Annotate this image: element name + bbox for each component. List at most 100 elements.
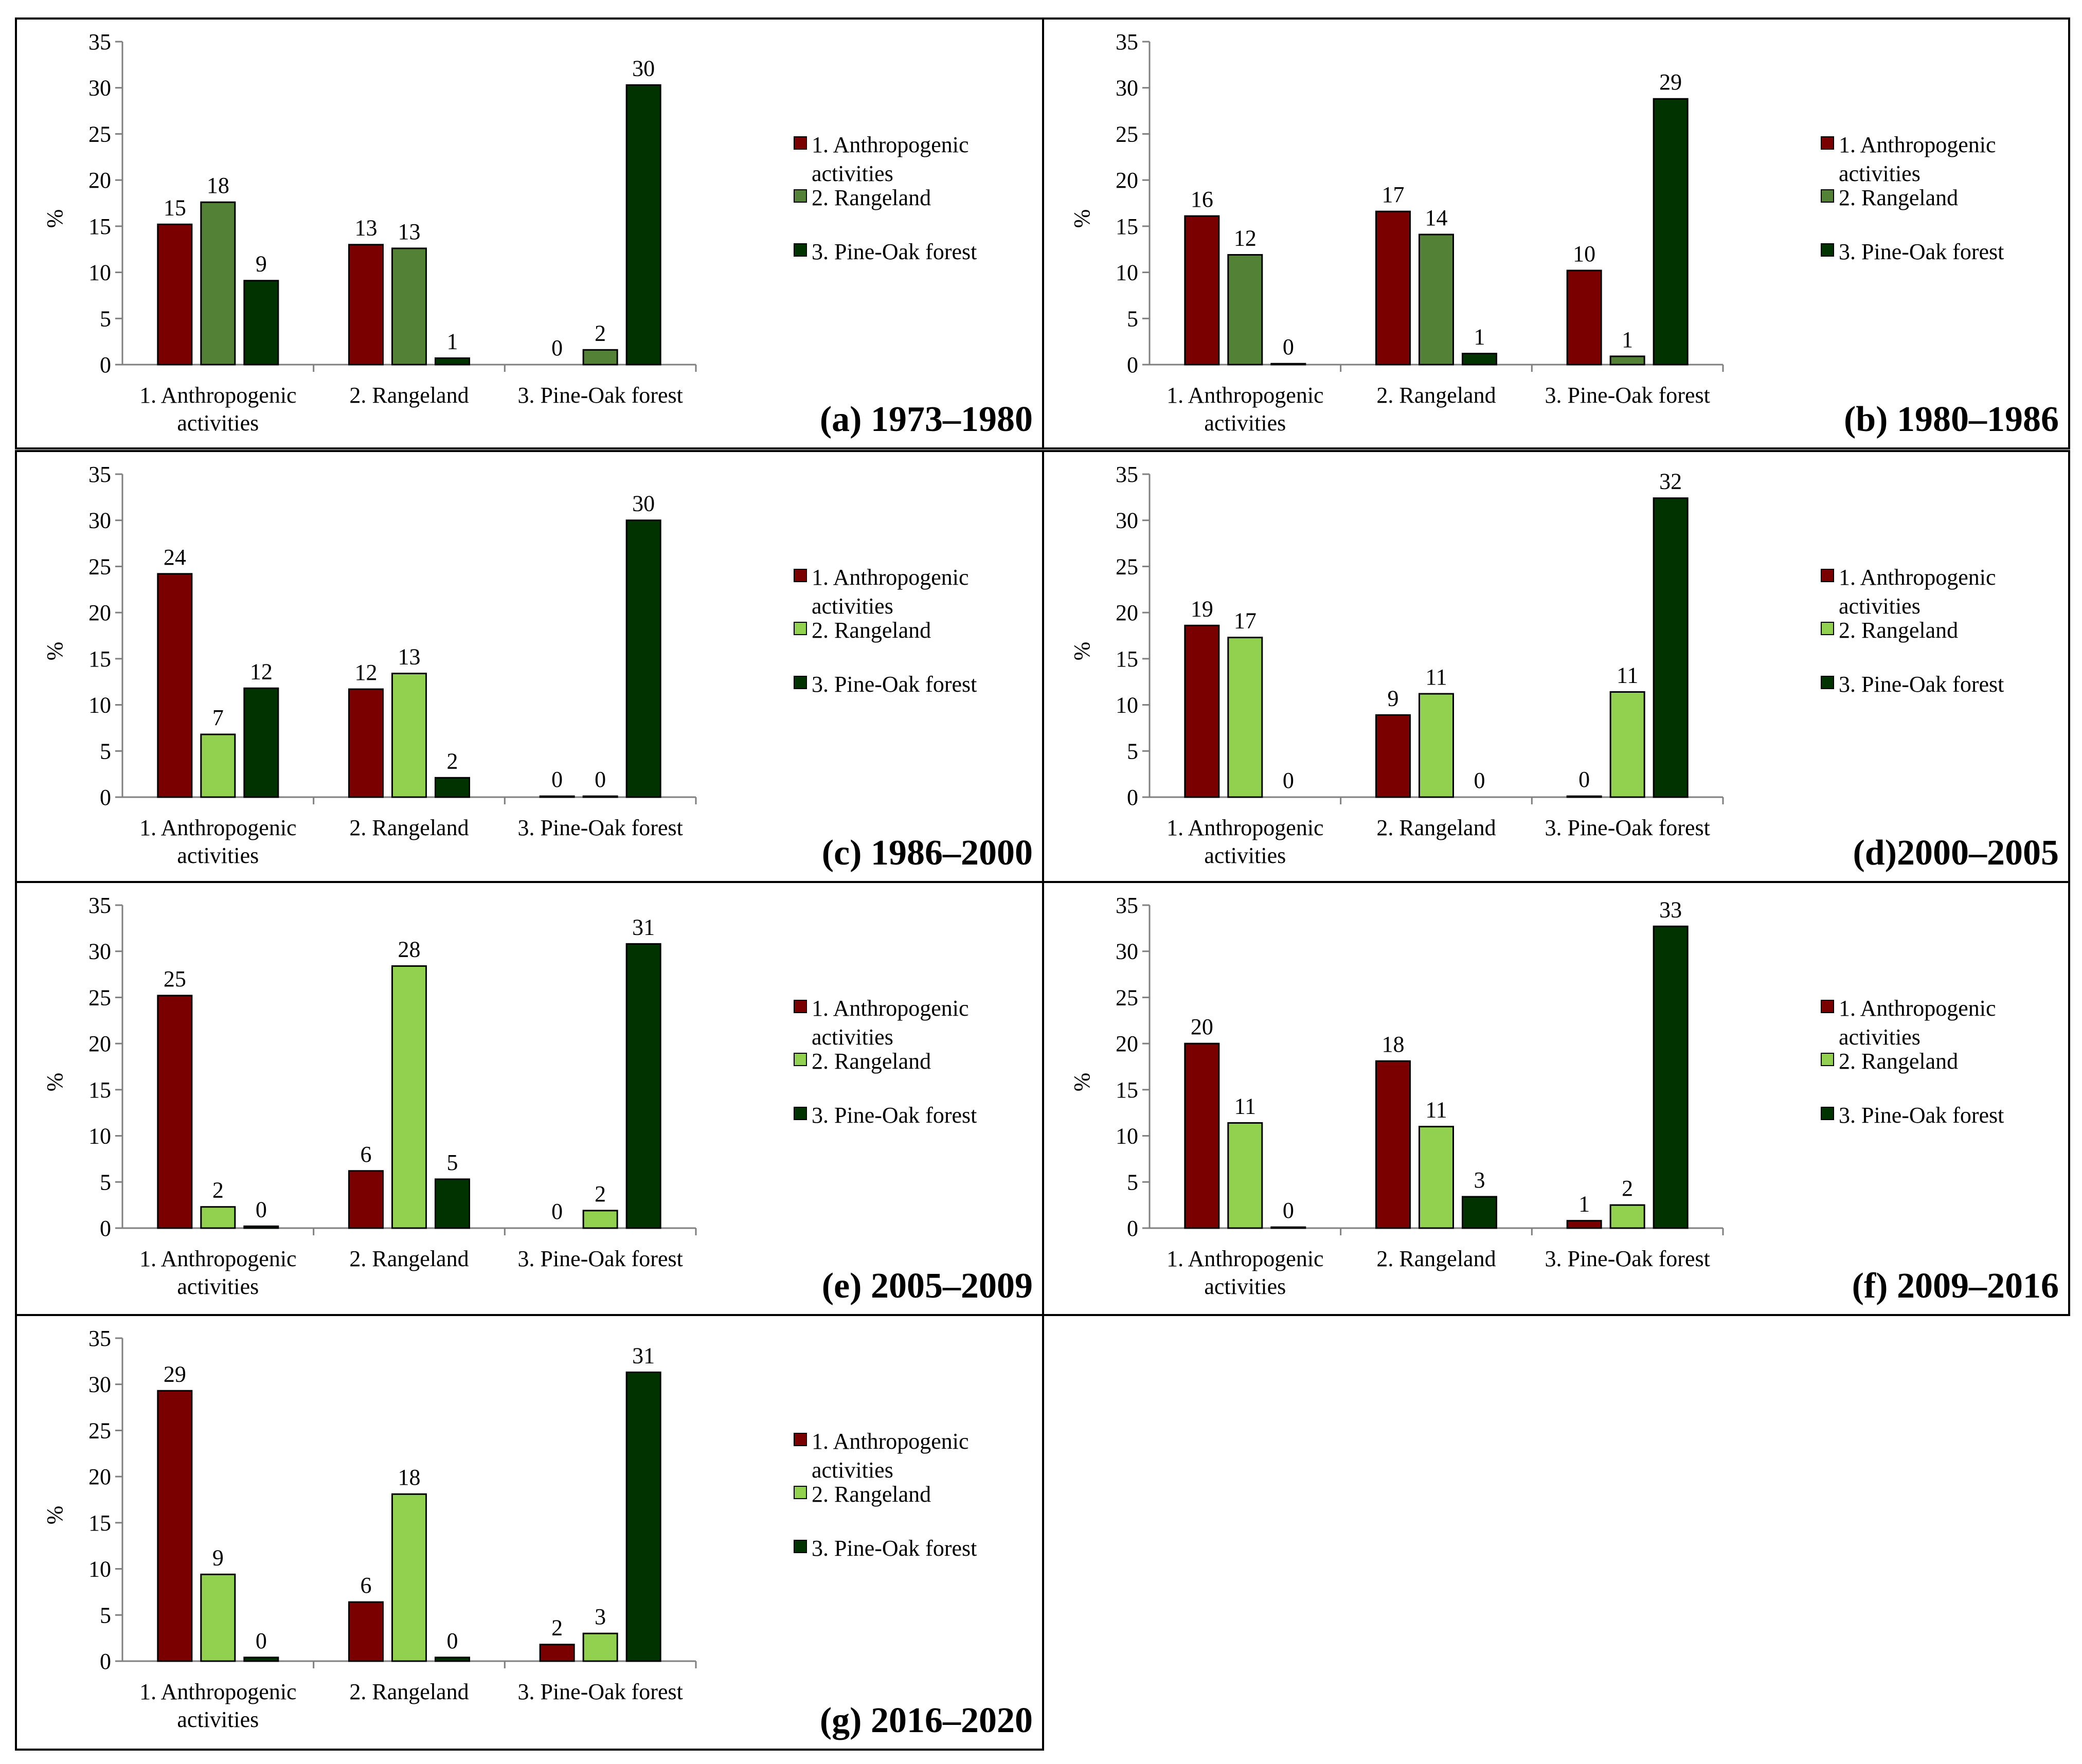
legend-swatch	[794, 136, 807, 150]
y-tick-label: 35	[88, 1326, 111, 1351]
y-tick-label: 30	[1116, 508, 1138, 533]
y-tick-label: 30	[1116, 76, 1138, 101]
data-label: 0	[447, 1628, 458, 1653]
bar	[243, 687, 279, 798]
y-tick-label: 35	[88, 29, 111, 55]
legend-label-line: activities	[812, 1024, 893, 1050]
y-tick-label: 25	[88, 121, 111, 147]
y-tick-label: 0	[1127, 352, 1138, 377]
data-label: 11	[1234, 1093, 1256, 1119]
y-tick-label: 5	[1127, 739, 1138, 764]
y-tick-label: 35	[88, 462, 111, 487]
bar	[157, 573, 193, 798]
data-label: 0	[1283, 334, 1294, 359]
chart-title: (c) 1986–2000	[822, 833, 1033, 873]
x-tick-label: 2. Rangeland	[349, 1246, 469, 1271]
bar	[391, 965, 427, 1229]
legend-label: 1. Anthropogenic activities	[812, 132, 969, 186]
data-label: 0	[256, 1197, 267, 1222]
data-label: 12	[250, 659, 273, 684]
y-tick-label: 35	[1116, 462, 1138, 487]
data-label: 3	[1474, 1167, 1485, 1193]
data-label: 2	[212, 1178, 224, 1203]
y-tick-label: 5	[100, 739, 111, 764]
data-label: 12	[355, 660, 378, 685]
data-label: 2	[595, 1181, 606, 1207]
bar	[243, 280, 279, 366]
x-tick-label-line: 1. Anthropogenic	[1166, 383, 1324, 408]
y-tick-label: 30	[88, 76, 111, 101]
data-label: 11	[1425, 1097, 1447, 1123]
legend-label-line: activities	[1839, 593, 1921, 619]
x-tick-label-line: 1. Anthropogenic	[139, 815, 297, 840]
data-label: 0	[256, 1628, 267, 1653]
legend-swatch	[1821, 1053, 1834, 1066]
data-label: 15	[164, 195, 186, 220]
y-tick-label: 5	[100, 1603, 111, 1628]
legend-swatch	[794, 1486, 807, 1499]
data-label: 0	[1283, 1198, 1294, 1223]
data-label: 19	[1191, 596, 1213, 621]
data-label: 1	[447, 329, 458, 354]
legend-label: 3. Pine-Oak forest	[812, 1536, 977, 1561]
bar	[1184, 624, 1220, 798]
legend-label: 1. Anthropogenic activities	[812, 996, 969, 1050]
legend-label-line: 1. Anthropogenic	[1839, 565, 1996, 590]
data-label: 17	[1382, 182, 1405, 207]
x-tick-label: 3. Pine-Oak forest	[1545, 1246, 1710, 1271]
data-label: 0	[1474, 768, 1485, 793]
legend-label-line: activities	[812, 593, 893, 619]
legend-label: 3. Pine-Oak forest	[812, 239, 977, 264]
data-label: 11	[1425, 664, 1447, 690]
bar	[348, 1601, 384, 1662]
bar	[435, 357, 470, 366]
bar	[1419, 693, 1454, 798]
bar	[1270, 1226, 1306, 1229]
legend-label-line: activities	[1839, 161, 1921, 186]
legend-label-line: 1. Anthropogenic	[812, 565, 969, 590]
x-tick-label-line: 1. Anthropogenic	[1166, 1246, 1324, 1271]
y-tick-label: 15	[1116, 1077, 1138, 1103]
bar	[1566, 269, 1602, 366]
legend-swatch	[1821, 1107, 1834, 1120]
legend-swatch	[1821, 569, 1834, 582]
y-axis-label: %	[1069, 1073, 1094, 1092]
y-tick-label: 10	[88, 260, 111, 285]
legend-swatch	[1821, 622, 1834, 635]
y-tick-label: 25	[1116, 554, 1138, 579]
data-label: 30	[632, 491, 655, 516]
legend-swatch	[794, 1000, 807, 1013]
x-tick-label: 1. Anthropogenic activities	[139, 815, 297, 868]
x-tick-label: 2. Rangeland	[1376, 815, 1496, 840]
legend-label-line: 1. Anthropogenic	[1839, 996, 1996, 1021]
data-label: 14	[1425, 205, 1448, 230]
data-label: 32	[1659, 469, 1682, 494]
bar	[1184, 215, 1220, 366]
bar	[1653, 98, 1689, 366]
bar	[1566, 795, 1602, 798]
data-label: 2	[595, 320, 606, 346]
y-tick-label: 10	[88, 1124, 111, 1149]
x-tick-label: 1. Anthropogenic activities	[1166, 1246, 1324, 1299]
x-tick-label: 1. Anthropogenic activities	[1166, 815, 1324, 868]
data-label: 1	[1578, 1192, 1590, 1217]
x-tick-label-line: 1. Anthropogenic	[139, 1246, 297, 1271]
chart-title: (g) 2016–2020	[820, 1701, 1033, 1740]
y-axis-label: %	[42, 642, 67, 661]
y-tick-label: 5	[100, 1169, 111, 1195]
bar	[1227, 637, 1263, 798]
x-tick-label: 3. Pine-Oak forest	[1545, 383, 1710, 408]
legend-swatch	[794, 622, 807, 635]
chart-title: (d)2000–2005	[1853, 833, 2059, 873]
legend-label-line: 1. Anthropogenic	[812, 132, 969, 157]
y-tick-label: 25	[88, 554, 111, 579]
bar	[348, 688, 384, 798]
bar	[625, 1371, 661, 1662]
data-label: 33	[1659, 897, 1682, 922]
legend-swatch	[1821, 1000, 1834, 1013]
bar	[1462, 1196, 1497, 1229]
bar	[1609, 1204, 1645, 1229]
